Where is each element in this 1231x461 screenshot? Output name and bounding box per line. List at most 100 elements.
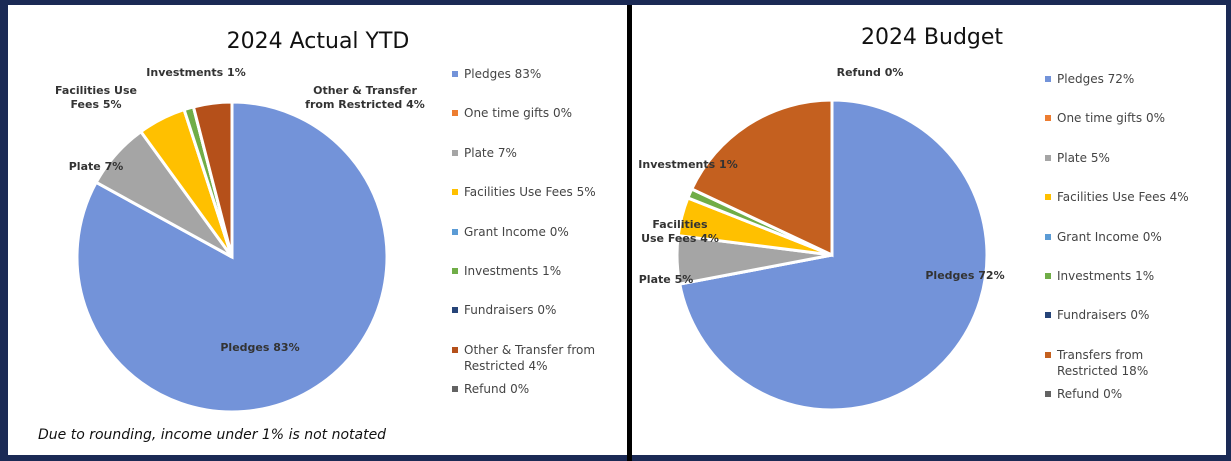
legend-name: Pledges: [464, 67, 511, 81]
legend-value: 72%: [1107, 72, 1135, 86]
label-name: Pledges: [220, 341, 270, 354]
pie-slice: [689, 98, 834, 258]
legend-swatch: [452, 386, 458, 393]
legend-item: Other & Transfer from Restricted 4%: [452, 342, 614, 374]
legend-value: 0%: [1145, 111, 1165, 126]
label-value: 7%: [104, 160, 124, 173]
chart-title: 2024 Actual YTD: [226, 29, 410, 54]
chart-title: 2024 Budget: [860, 25, 1004, 50]
legend-value: 0%: [549, 224, 569, 239]
legend-swatch: [1045, 351, 1051, 358]
legend-item: Investments 1%: [1045, 268, 1207, 284]
legend-name: Facilities Use Fees: [1057, 190, 1166, 205]
data-label: Facilities Use Fees 5%: [46, 84, 146, 112]
label-name: Other & Transfer from Restricted: [305, 84, 417, 111]
legend-item: One time gifts 0%: [452, 105, 614, 121]
label-name: Plate: [68, 160, 101, 173]
legend-swatch: [1045, 194, 1051, 201]
legend-name: Refund: [464, 382, 507, 397]
label-value: 83%: [273, 341, 300, 354]
label-value: 5%: [674, 273, 694, 286]
legend-value: 0%: [1142, 229, 1162, 244]
label-value: 72%: [978, 269, 1005, 282]
legend-item: One time gifts 0%: [1045, 110, 1207, 126]
label-value: 4%: [406, 98, 425, 111]
label-name: Refund: [836, 66, 881, 79]
legend-item: Grant Income 0%: [1045, 229, 1207, 245]
legend-value: 1%: [542, 264, 562, 278]
divider: [627, 5, 632, 461]
data-label: Pledges 83%: [220, 341, 299, 355]
legend-value: 0%: [537, 303, 557, 318]
legend-swatch: [452, 307, 458, 314]
legend-item: Pledges 72%: [1045, 71, 1207, 87]
panel: 2024 Actual YTD Due to rounding, income u…: [8, 5, 627, 455]
legend-swatch: [452, 149, 458, 156]
label-name: Plate: [638, 273, 671, 286]
data-label: Facilities Use Fees 4%: [640, 218, 720, 246]
legend-name: Plate: [1057, 150, 1088, 165]
panel: 2024 Budget Pledges 72% Plate 5% Facilities…: [632, 5, 1226, 455]
label-value: 1%: [719, 158, 738, 171]
legend-item: Investments 1%: [452, 263, 614, 279]
data-label: Plate 7%: [69, 160, 124, 174]
legend-swatch: [1045, 115, 1051, 122]
legend-item: Fundraisers 0%: [1045, 307, 1207, 323]
legend-swatch: [452, 110, 458, 117]
legend-swatch: [1045, 391, 1051, 398]
label-value: 0%: [884, 66, 904, 79]
legend-swatch: [1045, 273, 1051, 279]
legend-value: 0%: [1130, 308, 1150, 323]
legend-swatch: [452, 189, 458, 196]
data-label: Investments 1%: [146, 66, 245, 80]
legend-swatch: [452, 268, 458, 274]
legend-name: Investments: [1057, 269, 1132, 283]
legend-item: Refund 0%: [1045, 386, 1207, 402]
label-value: 5%: [102, 98, 122, 111]
legend-name: Fundraisers: [464, 303, 534, 318]
legend-value: 4%: [1169, 190, 1189, 205]
legend-value: 0%: [1103, 387, 1123, 402]
legend-name: Fundraisers: [1057, 308, 1127, 323]
label-value: 1%: [227, 66, 246, 79]
label-name: Facilities Use Fees: [55, 84, 137, 111]
legend-value: 83%: [514, 67, 542, 81]
footnote: Due to rounding, income under 1% is not …: [38, 427, 387, 443]
legend-value: 5%: [1090, 150, 1110, 165]
legend-name: Other & Transfer from Restricted: [464, 342, 596, 373]
legend-item: Facilities Use Fees 5%: [452, 184, 614, 200]
data-label: Plate 5%: [639, 273, 694, 287]
legend-swatch: [452, 228, 458, 235]
label-value: 4%: [700, 232, 719, 245]
legend-value: 0%: [510, 382, 530, 397]
label-name: Facilities Use Fees: [641, 218, 708, 245]
label-name: Investments: [638, 158, 716, 171]
legend-value: 5%: [576, 185, 596, 200]
data-label: Pledges 72%: [925, 269, 1004, 283]
legend-item: Grant Income 0%: [452, 224, 614, 240]
legend-value: 18%: [1121, 363, 1149, 378]
legend-swatch: [1045, 233, 1051, 240]
legend-name: Plate: [464, 145, 495, 160]
legend-value: 7%: [497, 145, 517, 160]
legend-name: One time gifts: [464, 106, 550, 121]
legend-swatch: [1045, 312, 1051, 319]
label-name: Investments: [146, 66, 224, 79]
legend-name: Facilities Use Fees: [464, 185, 573, 200]
legend-item: Transfers from Restricted 18%: [1045, 347, 1207, 379]
legend-item: Pledges 83%: [452, 66, 614, 82]
legend-item: Plate 5%: [1045, 150, 1207, 166]
data-label: Other & Transfer from Restricted 4%: [300, 84, 430, 112]
legend-item: Plate 7%: [452, 145, 614, 161]
legend-name: Refund: [1057, 387, 1100, 402]
legend-swatch: [1045, 154, 1051, 161]
legend-name: Grant Income: [464, 224, 546, 239]
legend-name: Pledges: [1057, 72, 1104, 86]
chart: [675, 98, 989, 412]
legend-name: One time gifts: [1057, 111, 1143, 126]
legend-value: 4%: [528, 358, 548, 373]
legend-item: Refund 0%: [452, 381, 614, 397]
legend-item: Facilities Use Fees 4%: [1045, 189, 1207, 205]
chart: [75, 100, 389, 414]
